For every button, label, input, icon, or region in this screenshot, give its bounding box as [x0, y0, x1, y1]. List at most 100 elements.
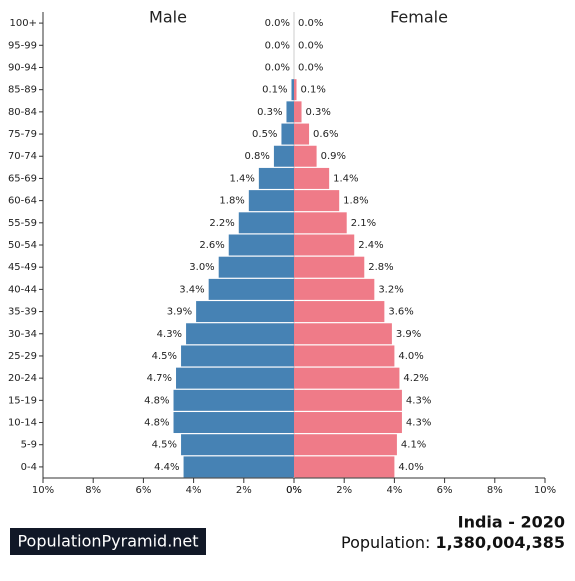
value-label: 3.0% — [189, 262, 214, 273]
bar — [196, 301, 294, 323]
value-label: 0.0% — [265, 18, 290, 29]
x-tick-label: 0% — [286, 485, 302, 496]
bar — [294, 345, 395, 367]
bar — [294, 301, 385, 323]
y-tick-label: 95-99 — [8, 40, 37, 51]
bar — [181, 434, 294, 456]
y-tick-label: 50-54 — [8, 240, 37, 251]
bar — [294, 167, 330, 189]
y-tick-label: 25-29 — [8, 351, 37, 362]
y-tick-label: 60-64 — [8, 196, 37, 207]
bar — [273, 145, 294, 167]
value-label: 2.2% — [209, 218, 234, 229]
value-label: 2.8% — [368, 262, 393, 273]
y-tick-label: 75-79 — [8, 129, 37, 140]
y-tick-label: 0-4 — [21, 462, 37, 473]
bar — [294, 278, 375, 300]
value-label: 0.1% — [262, 85, 287, 96]
bar — [294, 323, 392, 345]
bar — [294, 456, 395, 478]
value-label: 0.8% — [245, 151, 270, 162]
bar — [294, 412, 402, 434]
bar — [294, 145, 317, 167]
bar — [281, 123, 294, 145]
value-label: 4.7% — [147, 373, 172, 384]
bar — [173, 412, 294, 434]
value-label: 0.0% — [265, 40, 290, 51]
value-label: 0.6% — [313, 129, 338, 140]
value-label: 3.9% — [396, 329, 421, 340]
y-tick-label: 40-44 — [8, 284, 37, 295]
legend-label: Male — [149, 8, 187, 27]
x-tick-label: 4% — [386, 485, 402, 496]
y-tick-label: 55-59 — [8, 218, 37, 229]
x-tick-label: 0% — [286, 485, 302, 496]
bar — [248, 190, 294, 212]
bar — [238, 212, 294, 234]
y-tick-label: 35-39 — [8, 307, 37, 318]
brand: PopulationPyramid.net — [17, 532, 198, 551]
y-tick-label: 100+ — [10, 18, 37, 29]
value-label: 4.0% — [398, 351, 423, 362]
value-label: 4.4% — [154, 462, 179, 473]
legend-label: Female — [390, 8, 448, 27]
value-label: 1.8% — [219, 196, 244, 207]
value-label: 3.9% — [167, 307, 192, 318]
y-tick-label: 5-9 — [21, 440, 37, 451]
bar — [294, 190, 340, 212]
bar — [186, 323, 294, 345]
value-label: 0.3% — [257, 107, 282, 118]
value-label: 3.2% — [378, 284, 403, 295]
population-line: Population: 1,380,004,385 — [341, 533, 565, 552]
y-tick-label: 20-24 — [8, 373, 37, 384]
value-label: 0.0% — [298, 40, 323, 51]
x-tick-label: 4% — [186, 485, 202, 496]
value-label: 4.3% — [157, 329, 182, 340]
bar — [291, 79, 294, 101]
x-tick-label: 10% — [534, 485, 556, 496]
value-label: 4.5% — [152, 440, 177, 451]
value-label: 2.6% — [199, 240, 224, 251]
value-label: 0.0% — [298, 62, 323, 73]
bar — [258, 167, 294, 189]
bar — [228, 234, 294, 256]
bar — [294, 434, 397, 456]
chart-title: India - 2020 — [458, 513, 565, 532]
x-tick-label: 2% — [336, 485, 352, 496]
x-tick-label: 8% — [487, 485, 503, 496]
bar — [294, 389, 402, 411]
value-label: 1.4% — [229, 173, 254, 184]
value-label: 4.5% — [152, 351, 177, 362]
bar — [208, 278, 294, 300]
bar — [294, 234, 355, 256]
value-label: 4.2% — [403, 373, 428, 384]
bar — [294, 212, 347, 234]
bar — [181, 345, 294, 367]
value-label: 0.1% — [301, 85, 326, 96]
value-label: 1.4% — [333, 173, 358, 184]
bar — [286, 101, 294, 123]
y-tick-label: 45-49 — [8, 262, 37, 273]
value-label: 4.3% — [406, 418, 431, 429]
y-tick-label: 85-89 — [8, 85, 37, 96]
x-tick-label: 2% — [236, 485, 252, 496]
bar — [176, 367, 294, 389]
bar — [173, 389, 294, 411]
x-tick-label: 6% — [135, 485, 151, 496]
x-tick-label: 6% — [437, 485, 453, 496]
value-label: 0.5% — [252, 129, 277, 140]
bar — [294, 256, 365, 278]
y-tick-label: 65-69 — [8, 173, 37, 184]
y-tick-label: 10-14 — [8, 418, 37, 429]
x-tick-label: 8% — [85, 485, 101, 496]
value-label: 4.3% — [406, 395, 431, 406]
value-label: 4.8% — [144, 418, 169, 429]
y-tick-label: 70-74 — [8, 151, 37, 162]
bar — [294, 101, 302, 123]
value-label: 3.4% — [179, 284, 204, 295]
bar — [294, 367, 400, 389]
y-tick-label: 15-19 — [8, 395, 37, 406]
population-value: 1,380,004,385 — [435, 533, 565, 552]
value-label: 4.8% — [144, 395, 169, 406]
